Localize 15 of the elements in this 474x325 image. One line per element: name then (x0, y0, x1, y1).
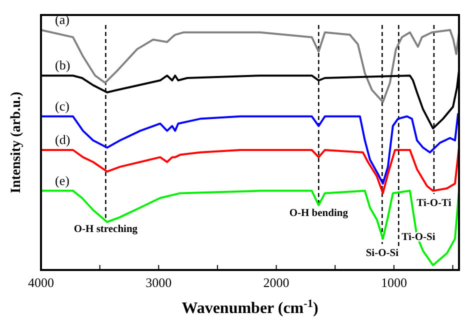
series-label: (c) (55, 98, 70, 114)
series-label: (e) (55, 172, 70, 188)
series-label: (b) (55, 58, 70, 73)
x-tick-label: 3000 (146, 275, 172, 290)
series-label: (d) (55, 132, 70, 147)
series-label: (a) (55, 12, 70, 27)
ref-line-label: O-H streching (74, 224, 138, 235)
x-axis-title: Wavenumber (cm$^{-1}$) (182, 298, 318, 317)
y-axis-title: Intensity (arb.u.) (9, 91, 24, 194)
x-tick-label: 2000 (263, 275, 290, 290)
ref-line-label: O-H bending (289, 208, 349, 219)
x-tick-label: 4000 (28, 275, 54, 290)
ref-line-label: Si-O-Si (366, 248, 399, 259)
ref-line-label: Ti-O-Ti (416, 198, 452, 209)
x-tick-label: 1000 (380, 275, 407, 290)
